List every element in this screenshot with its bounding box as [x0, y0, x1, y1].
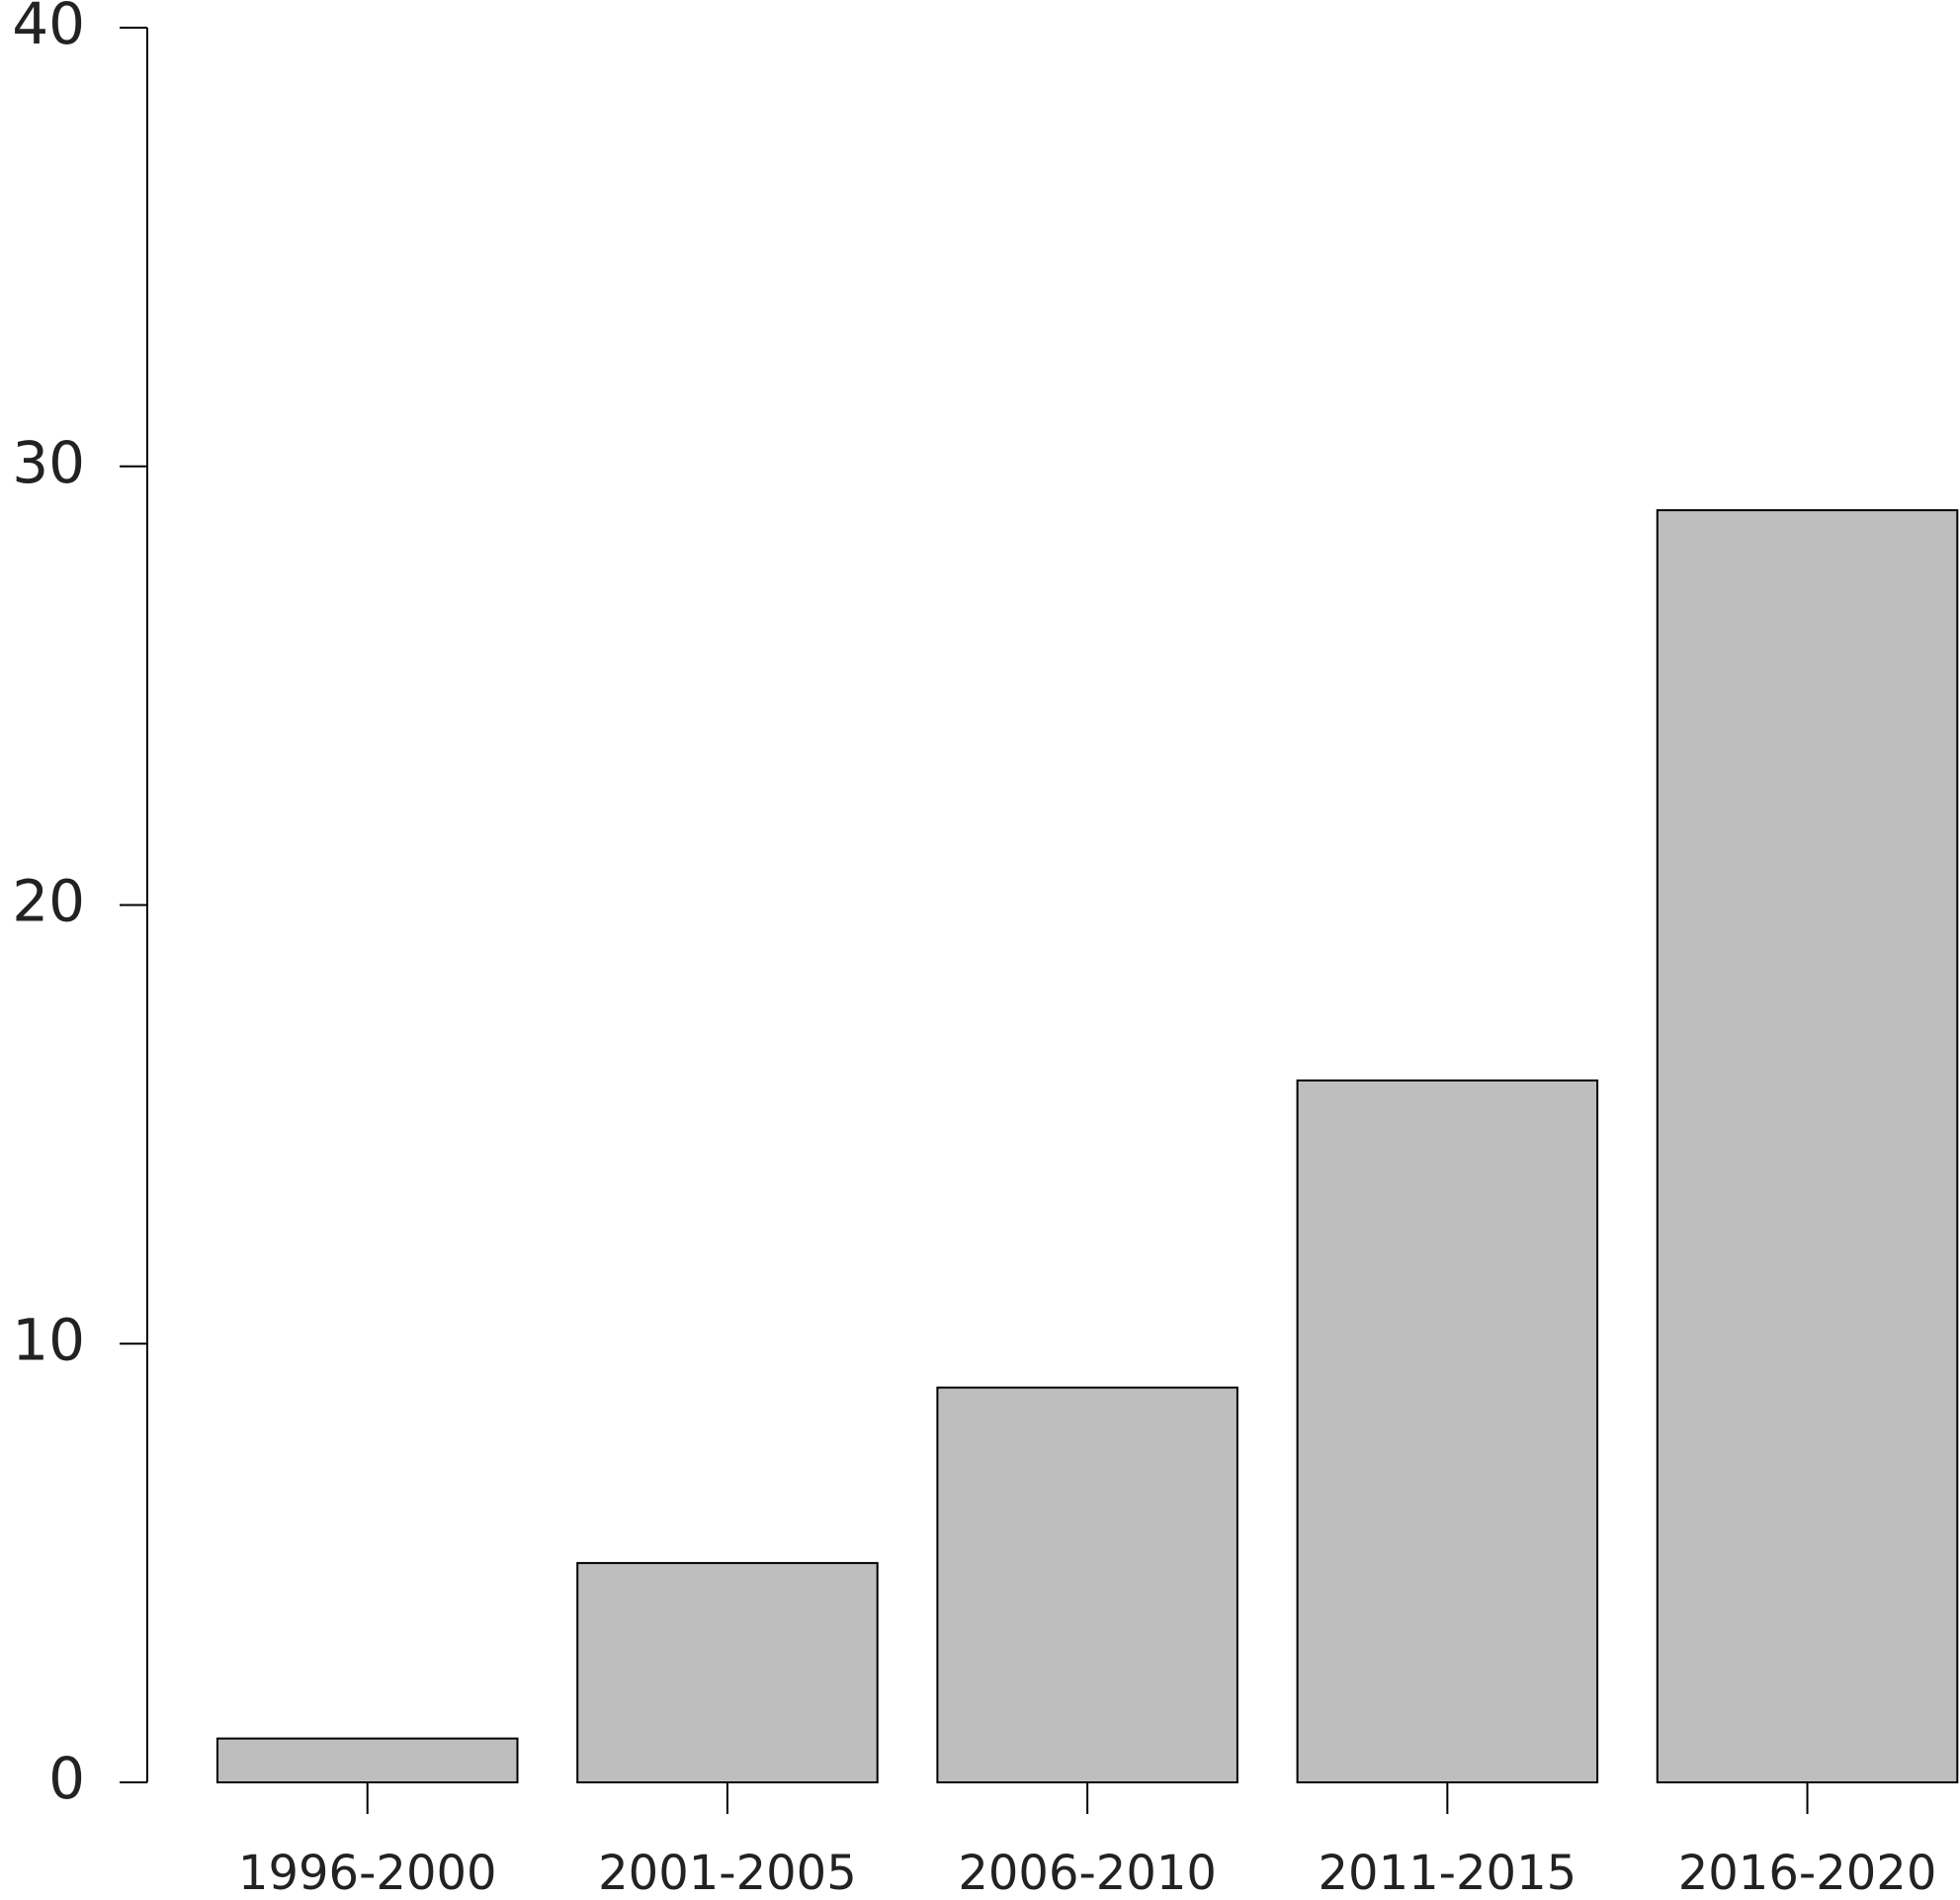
bar: [576, 1562, 879, 1783]
y-tick-label: 20: [12, 868, 85, 935]
bar: [936, 1386, 1238, 1783]
y-tick-label: 30: [12, 429, 85, 496]
x-tick-label: 1996-2000: [238, 1846, 497, 1900]
x-tick-label: 2011-2015: [1319, 1846, 1577, 1900]
x-tick-label: 2016-2020: [1678, 1846, 1937, 1900]
y-tick-label: 40: [12, 0, 85, 57]
x-tick-label: 2006-2010: [958, 1846, 1217, 1900]
bar: [1656, 509, 1959, 1783]
bar: [216, 1737, 519, 1783]
x-tick-label: 2001-2005: [598, 1846, 857, 1900]
y-tick-label: 0: [48, 1745, 85, 1812]
bar: [1296, 1080, 1599, 1783]
y-tick-label: 10: [12, 1306, 85, 1373]
